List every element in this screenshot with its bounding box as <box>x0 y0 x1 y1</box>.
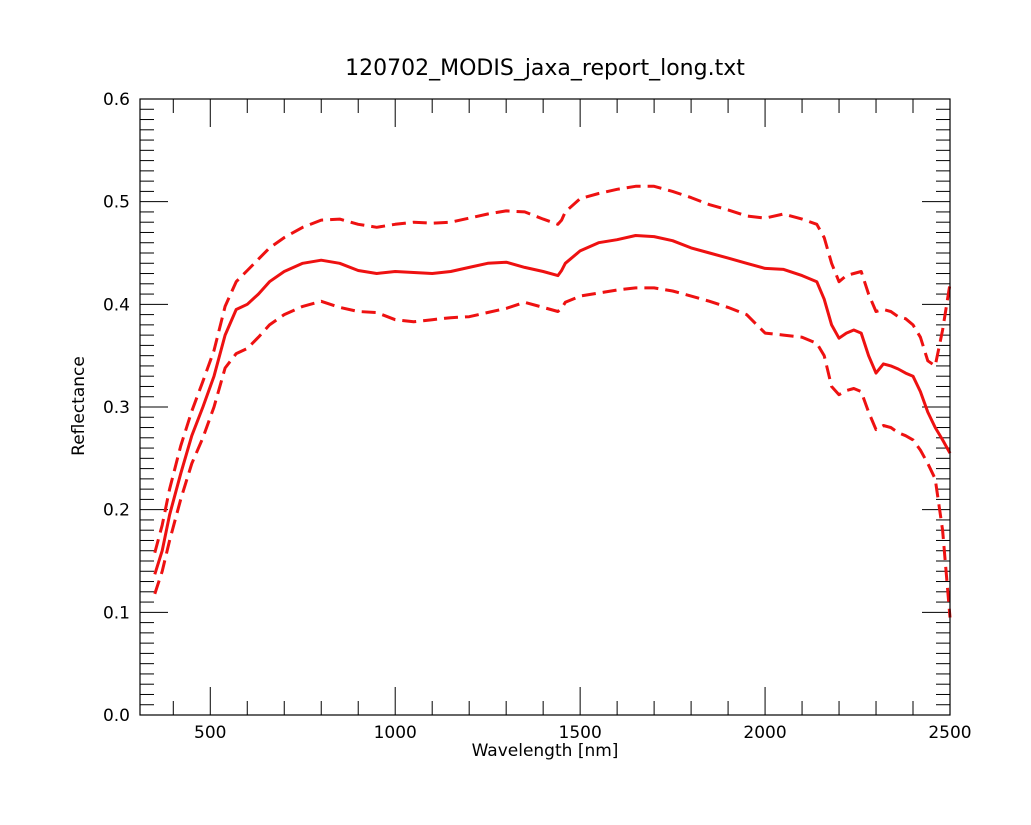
y-tick-label: 0.6 <box>103 90 130 110</box>
y-tick-label: 0.4 <box>103 295 130 315</box>
x-tick-label: 1000 <box>374 723 417 743</box>
x-axis-label: Wavelength [nm] <box>472 741 619 761</box>
axis-ticks <box>140 98 951 716</box>
series-upper-dashed-line <box>153 184 952 554</box>
x-tick-label: 2500 <box>928 723 971 743</box>
y-tick-label: 0.2 <box>103 501 130 521</box>
data-series <box>153 184 952 618</box>
x-tick-label: 500 <box>194 723 226 743</box>
y-tick-label: 0.0 <box>103 706 130 726</box>
x-tick-label: 2000 <box>743 723 786 743</box>
y-tick-label: 0.3 <box>103 398 130 418</box>
series-lower-dashed-line <box>153 286 952 618</box>
chart-title: 120702_MODIS_jaxa_report_long.txt <box>345 56 745 81</box>
plot-frame <box>139 98 951 716</box>
series-mean-line <box>153 234 952 575</box>
y-tick-label: 0.5 <box>103 193 130 213</box>
axis-tick-labels: 500 1000 1500 2000 2500 0.0 0.1 0.2 0.3 0.4 0.5 0.6 <box>103 90 972 743</box>
y-axis-label: Reflectance <box>69 356 89 456</box>
x-tick-label: 1500 <box>559 723 602 743</box>
y-tick-label: 0.1 <box>103 603 130 623</box>
